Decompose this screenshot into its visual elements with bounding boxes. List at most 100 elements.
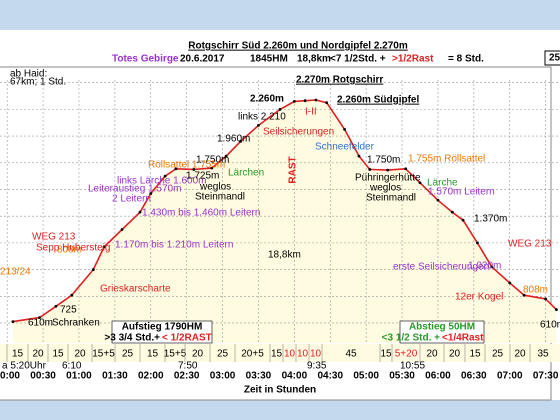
annotation: links 2.210 xyxy=(238,112,286,123)
annotation: a 5:20Uhr xyxy=(2,361,47,372)
subtitle-part: <7 1/2Std. + xyxy=(330,54,386,65)
annotation: 12er Kogel xyxy=(455,292,503,303)
annotation: 9:35 xyxy=(307,361,327,372)
annotation: Lärchen xyxy=(228,168,264,179)
annotation: 1.020m xyxy=(468,261,501,272)
waypoint-dot xyxy=(138,210,142,214)
summary-box xyxy=(111,320,213,344)
annotation: Grieskarscharte xyxy=(100,284,171,295)
segment-time: 15 xyxy=(12,349,24,360)
annotation: 6:10 xyxy=(62,361,82,372)
segment-time: 25 xyxy=(217,349,229,360)
x-tick-label: 00:30 xyxy=(30,371,56,382)
waypoint-dot xyxy=(11,320,15,324)
annotation: erste Seilsicherungen xyxy=(393,262,489,273)
segment-time: 15 xyxy=(52,349,64,360)
waypoint-dot xyxy=(404,167,408,171)
annotation: 67km; 1 Std. xyxy=(10,77,66,88)
line xyxy=(12,99,557,323)
x-tick-label: 01:00 xyxy=(66,371,92,382)
annotation: 610m xyxy=(28,318,53,329)
segment-time: 15 xyxy=(469,349,481,360)
plot-frame xyxy=(0,66,552,401)
waypoint-dot xyxy=(224,154,228,158)
subtitle-part: 20.6.2017 xyxy=(180,54,225,65)
annotation: weglos xyxy=(369,183,401,194)
area xyxy=(12,100,557,343)
segment-time: 15 xyxy=(380,349,392,360)
x-tick-label: 03:30 xyxy=(246,371,272,382)
segment-time: 15+5 xyxy=(164,349,187,360)
waypoint-dot xyxy=(450,210,454,214)
waypoint-dot xyxy=(239,140,242,143)
waypoint-dot xyxy=(522,293,526,297)
annotation: weglos xyxy=(199,182,231,193)
annotation: 10:55 xyxy=(400,361,425,372)
waypoint-dot xyxy=(54,304,58,308)
box-title: Abstieg 50HM xyxy=(409,322,475,333)
waypoint-dot xyxy=(120,228,124,231)
x-tick-label: 03:00 xyxy=(210,371,236,382)
segment-time: 20 xyxy=(74,349,86,360)
annotation: 1.370m xyxy=(474,214,507,225)
waypoint-dot xyxy=(210,166,214,170)
box-rest: < 1/2RAST xyxy=(162,333,212,344)
waypoint-dot xyxy=(70,293,74,297)
waypoint-dot xyxy=(461,218,465,222)
box-time: >3 3/4 Std.+ xyxy=(104,333,160,344)
annotation: 1.570m Leitern xyxy=(428,187,495,198)
waypoint-dot xyxy=(314,98,318,102)
annotation: 2.260m Südgipfel xyxy=(337,95,419,106)
segment-time: 35 xyxy=(537,349,549,360)
subtitle-part: 1845HM xyxy=(250,54,288,65)
annotation: 1.170m bis 1.210m Leitern xyxy=(115,240,233,251)
segment-time: 15+5 xyxy=(92,349,115,360)
chart-title: Rotgschirr Süd 2.260m und Nordgipfel 2.2… xyxy=(188,41,408,52)
annotation: RAST xyxy=(288,156,299,183)
subtitle-part: = 8 Std. xyxy=(448,54,484,65)
subtitle-part: Totes Gebirge xyxy=(112,54,179,65)
segment-time: 20 xyxy=(449,349,461,360)
subtitle-part: 18,8km xyxy=(297,54,331,65)
segment-time: 45 xyxy=(345,349,357,360)
annotation: Pühringerhütte xyxy=(355,173,421,184)
x-tick-label: 02:30 xyxy=(174,371,200,382)
annotation: 1.750m xyxy=(367,155,400,166)
waypoint-dot xyxy=(508,281,512,285)
x-tick-label: 05:00 xyxy=(353,371,379,382)
annotation: 1.725m xyxy=(186,171,219,182)
waypoint-dot xyxy=(174,167,178,171)
waypoint-dot xyxy=(386,168,390,172)
x-tick-label: 04:00 xyxy=(282,371,308,382)
x-axis-label: Zeit in Stunden xyxy=(244,385,316,396)
box-time: <3 1/2 Std. + xyxy=(382,333,441,344)
waypoint-dot xyxy=(38,316,41,320)
segment-time: 15 xyxy=(271,349,283,360)
annotation: 7:50 xyxy=(178,361,198,372)
segment-time: 10 xyxy=(297,349,309,360)
annotation: 808m xyxy=(57,245,82,256)
annotation: WEG 213 xyxy=(32,232,76,243)
annotation: 2.270m Rotgschirr xyxy=(296,75,383,86)
waypoint-dot xyxy=(149,192,153,195)
waypoint-dot xyxy=(303,99,307,103)
segment-time: 25 xyxy=(122,349,134,360)
waypoint-dot xyxy=(357,154,361,158)
x-tick-label: 06:30 xyxy=(461,371,487,382)
waypoint-dot xyxy=(490,265,494,269)
corner-label: 25 xyxy=(549,53,560,64)
annotation: ab Haid: xyxy=(10,69,47,80)
waypoint-dot xyxy=(368,168,372,171)
segment-time: 25 xyxy=(492,349,504,360)
segment-time: 20 xyxy=(426,349,438,360)
box-rest: <1/4Rast xyxy=(442,333,484,344)
annotation: 610m xyxy=(540,320,560,331)
segment-time: 10 xyxy=(310,349,322,360)
annotation: 2 Leitern xyxy=(112,194,151,205)
annotation: links Lärche 1.600m xyxy=(117,176,207,187)
annotation: 2.260m xyxy=(250,94,284,105)
annotation: 18,8km xyxy=(268,250,301,261)
annotation: 1.960m xyxy=(217,134,250,145)
